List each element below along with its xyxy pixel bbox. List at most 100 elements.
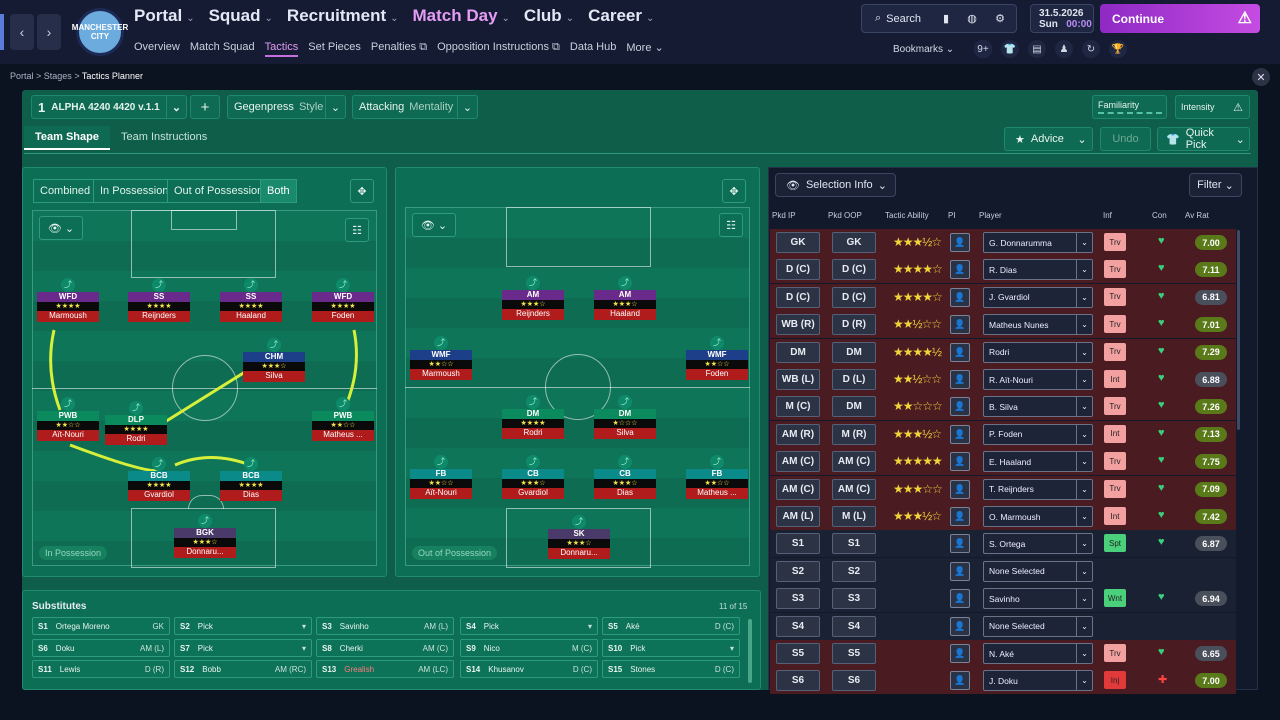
document-icon[interactable]: ▤ <box>1028 40 1046 58</box>
picked-ip-position[interactable]: WB (L) <box>776 369 820 390</box>
col-pi[interactable]: PI <box>948 211 956 220</box>
selection-row[interactable]: DM DM ★★★★½ 👤 Rodri ⌄ Trv ♥ 7.29 <box>770 338 1236 366</box>
player-select[interactable]: None Selected ⌄ <box>983 560 1093 582</box>
picked-ip-position[interactable]: S1 <box>776 533 820 555</box>
subnav-match-squad[interactable]: Match Squad <box>189 41 255 53</box>
selection-row[interactable]: AM (L) M (L) ★★★½☆ 👤 O. Marmoush ⌄ Int ♥ 7.42 <box>770 503 1236 530</box>
player-instructions-button[interactable]: 👤 <box>950 534 970 554</box>
picked-oop-position[interactable]: DM <box>832 341 876 363</box>
player-instructions-button[interactable]: 👤 <box>950 589 970 609</box>
picked-ip-position[interactable]: AM (R) <box>776 423 820 445</box>
col-pkd-oop[interactable]: Pkd OOP <box>828 211 862 220</box>
substitute-slot[interactable]: S14 Khusanov D (C) <box>460 660 598 678</box>
player-instructions-button[interactable]: 👤 <box>950 644 970 663</box>
selection-row[interactable]: AM (R) M (R) ★★★½☆ 👤 P. Foden ⌄ Int ♥ 7.13 <box>770 420 1236 448</box>
selection-row[interactable]: GK GK ★★★½☆ 👤 G. Donnarumma ⌄ Trv ♥ 7.00 <box>770 229 1236 256</box>
bookmark-button[interactable]: ▮ <box>934 7 958 30</box>
player-select[interactable]: G. Donnarumma ⌄ <box>983 232 1093 253</box>
nav-club[interactable]: Club ⌄ <box>524 6 574 26</box>
advice-dropdown[interactable]: ★ Advice ⌄ <box>1004 127 1093 151</box>
player-instructions-button[interactable]: 👤 <box>950 315 970 335</box>
picked-oop-position[interactable]: M (R) <box>832 423 876 445</box>
selection-row[interactable]: S1 S1 👤 S. Ortega ⌄ Spt ♥ 6.87 <box>770 530 1236 558</box>
picked-oop-position[interactable]: S4 <box>832 615 876 637</box>
player-select[interactable]: P. Foden ⌄ <box>983 423 1093 445</box>
globe-button[interactable]: ◍ <box>960 7 984 30</box>
player-select[interactable]: O. Marmoush ⌄ <box>983 506 1093 527</box>
picked-ip-position[interactable]: D (C) <box>776 286 820 308</box>
filter-in-possession[interactable]: In Possession <box>93 179 176 203</box>
style-dropdown[interactable]: Gegenpress Style ⌄ <box>227 95 346 119</box>
player-select[interactable]: J. Doku ⌄ <box>983 670 1093 692</box>
visibility-dropdown[interactable]: 👁 ⌄ <box>39 216 83 240</box>
player-select[interactable]: Rodri ⌄ <box>983 341 1093 363</box>
player-select[interactable]: N. Aké ⌄ <box>983 643 1093 664</box>
scrollbar[interactable] <box>748 619 752 683</box>
player-select[interactable]: Matheus Nunes ⌄ <box>983 314 1093 336</box>
substitute-slot[interactable]: S12 Bobb AM (RC) <box>174 660 312 678</box>
player-select[interactable]: B. Silva ⌄ <box>983 396 1093 418</box>
picked-oop-position[interactable]: M (L) <box>832 506 876 527</box>
picked-ip-position[interactable]: S3 <box>776 588 820 610</box>
bookmarks-dropdown[interactable]: Bookmarks ⌄ <box>893 44 954 55</box>
player-instructions-button[interactable]: 👤 <box>950 260 970 280</box>
substitute-slot[interactable]: S15 Stones D (C) <box>602 660 740 678</box>
selection-row[interactable]: S2 S2 👤 None Selected ⌄ <box>770 557 1236 585</box>
player-card[interactable]: ⤴ WMF ★★☆☆ Foden <box>686 336 748 381</box>
selection-row[interactable]: WB (R) D (R) ★★½☆☆ 👤 Matheus Nunes ⌄ Trv ♥ 7.… <box>770 311 1236 339</box>
player-card[interactable]: ⤴ SS ★★★★ Haaland <box>220 278 282 323</box>
player-card[interactable]: ⤴ CB ★★★☆ Gvardiol <box>502 455 564 500</box>
selection-row[interactable]: AM (C) AM (C) ★★★★★ 👤 E. Haaland ⌄ Trv ♥ 7.75 <box>770 448 1236 476</box>
player-card[interactable]: ⤴ BGK ★★★☆ Donnaru... <box>174 514 236 559</box>
picked-oop-position[interactable]: DM <box>832 396 876 418</box>
picked-oop-position[interactable]: AM (C) <box>832 478 876 500</box>
picked-oop-position[interactable]: D (L) <box>832 369 876 390</box>
refresh-icon[interactable]: ↻ <box>1082 40 1100 58</box>
nav-recruitment[interactable]: Recruitment ⌄ <box>287 6 399 26</box>
selection-row[interactable]: D (C) D (C) ★★★★☆ 👤 R. Dias ⌄ Trv ♥ 7.11 <box>770 256 1236 284</box>
player-instructions-button[interactable]: 👤 <box>950 561 970 581</box>
player-card[interactable]: ⤴ SK ★★★☆ Donnaru... <box>548 515 610 560</box>
selection-info-dropdown[interactable]: 👁 Selection Info ⌄ <box>775 173 896 197</box>
player-instructions-button[interactable]: 👤 <box>950 424 970 444</box>
player-select[interactable]: T. Reijnders ⌄ <box>983 478 1093 500</box>
substitute-slot[interactable]: S2 Pick ▾ <box>174 617 312 635</box>
col-player[interactable]: Player <box>979 211 1002 220</box>
picked-oop-position[interactable]: D (C) <box>832 286 876 308</box>
selection-row[interactable]: S5 S5 👤 N. Aké ⌄ Trv ♥ 6.65 <box>770 640 1236 667</box>
nav-squad[interactable]: Squad ⌄ <box>209 6 273 26</box>
player-select[interactable]: R. Aït-Nouri ⌄ <box>983 369 1093 390</box>
search-button[interactable]: ⌕ Search <box>864 7 932 30</box>
substitute-slot[interactable]: S10 Pick ▾ <box>602 639 740 657</box>
player-card[interactable]: ⤴ PWB ★★☆☆ Aït-Nouri <box>37 397 99 442</box>
forward-button[interactable]: › <box>37 14 61 50</box>
substitute-slot[interactable]: S4 Pick ▾ <box>460 617 598 635</box>
back-button[interactable]: ‹ <box>10 14 34 50</box>
picked-ip-position[interactable]: S6 <box>776 670 820 692</box>
tactic-selector[interactable]: 1 ALPHA 4240 4420 v.1.1 ⌄ <box>31 95 187 119</box>
picked-ip-position[interactable]: GK <box>776 232 820 253</box>
visibility-dropdown[interactable]: 👁 ⌄ <box>412 213 456 237</box>
intensity-meter[interactable]: Intensity ⚠ <box>1175 95 1250 119</box>
picked-oop-position[interactable]: AM (C) <box>832 451 876 473</box>
substitute-slot[interactable]: S6 Doku AM (L) <box>32 639 170 657</box>
picked-ip-position[interactable]: M (C) <box>776 396 820 418</box>
club-crest[interactable]: MANCHESTER CITY <box>72 8 128 56</box>
player-card[interactable]: ⤴ CB ★★★☆ Dias <box>594 455 656 500</box>
selection-row[interactable]: S4 S4 👤 None Selected ⌄ <box>770 612 1236 640</box>
substitute-slot[interactable]: S1 Ortega Moreno GK <box>32 617 170 635</box>
player-card[interactable]: ⤴ WFD ★★★★ Marmoush <box>37 278 99 323</box>
filter-dropdown[interactable]: Filter ⌄ <box>1189 173 1242 197</box>
filter-combined[interactable]: Combined <box>33 179 98 203</box>
quick-pick-dropdown[interactable]: 👕 Quick Pick ⌄ <box>1157 127 1250 151</box>
picked-ip-position[interactable]: AM (C) <box>776 451 820 473</box>
player-instructions-button[interactable]: 👤 <box>950 671 970 691</box>
tab-team-shape[interactable]: Team Shape <box>24 126 110 150</box>
substitute-slot[interactable]: S11 Lewis D (R) <box>32 660 170 678</box>
player-select[interactable]: E. Haaland ⌄ <box>983 451 1093 473</box>
inbox-badge[interactable]: 9+ <box>974 40 992 58</box>
substitute-slot[interactable]: S3 Savinho AM (L) <box>316 617 454 635</box>
layout-settings-button[interactable]: ☷ <box>719 213 743 237</box>
subnav-opposition-instructions[interactable]: Opposition Instructions ⧉ <box>437 41 560 57</box>
substitute-slot[interactable]: S5 Aké D (C) <box>602 617 740 635</box>
